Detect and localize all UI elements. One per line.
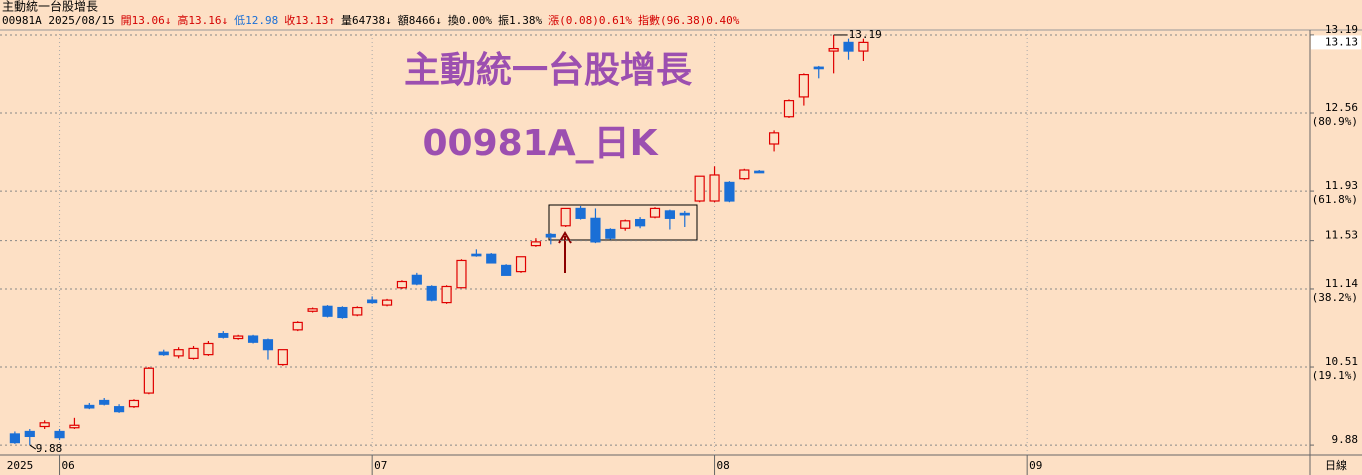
- ratio-label: (61.8%): [1312, 193, 1358, 206]
- candle-body: [218, 332, 229, 338]
- candle-body: [635, 218, 646, 227]
- candle-body: [143, 367, 154, 394]
- arrow-head: [558, 231, 572, 244]
- candle-body: [620, 220, 631, 229]
- candle-body: [441, 285, 452, 304]
- info-item: 換0.00%: [448, 14, 492, 27]
- candle-body: [828, 47, 839, 52]
- candle-body: [709, 174, 720, 202]
- last-price-tag: [1311, 35, 1361, 50]
- candle-body: [858, 41, 869, 52]
- ratio-label: (80.9%): [1312, 115, 1358, 128]
- candle-body: [575, 207, 586, 219]
- candle-body: [69, 424, 80, 429]
- candle-body: [813, 66, 824, 70]
- candle-body: [188, 347, 199, 359]
- candle-body: [337, 306, 348, 319]
- candle-body: [233, 335, 244, 340]
- candle-body: [262, 339, 274, 351]
- period-label: 日線: [1325, 458, 1347, 472]
- candle-body: [649, 207, 661, 218]
- candle-body: [768, 132, 780, 145]
- candle-body: [84, 404, 95, 409]
- candle-body: [590, 217, 601, 243]
- x-tick-label: 09: [1029, 459, 1042, 472]
- last-price-label: 13.13: [1325, 35, 1358, 48]
- info-item: 00981A 2025/08/15: [2, 14, 115, 27]
- info-item: 漲(0.08)0.61%: [548, 14, 632, 27]
- candle-body: [471, 253, 482, 257]
- y-tick-label: 12.56: [1325, 101, 1358, 114]
- overlay-subtitle: 00981A_日K: [422, 123, 658, 164]
- candle-body: [560, 207, 571, 227]
- candle-body: [501, 264, 512, 276]
- candle-body: [128, 399, 140, 408]
- info-item: 開13.06↓: [121, 14, 172, 27]
- candle-body: [352, 306, 363, 316]
- overlay-title: 主動統一台股增長: [404, 50, 693, 91]
- candle-body: [173, 349, 184, 357]
- y-tick-label: 11.93: [1325, 179, 1358, 192]
- candle-body: [530, 241, 542, 247]
- y-tick-label: 11.14: [1325, 277, 1358, 290]
- candle-body: [277, 349, 288, 366]
- candle-body: [843, 41, 854, 52]
- candle-body: [203, 342, 214, 356]
- x-tick-label: 08: [717, 459, 730, 472]
- candle-body: [9, 433, 20, 444]
- candle-body: [292, 321, 303, 331]
- x-tick-label: 07: [374, 459, 387, 472]
- candle-body: [396, 280, 408, 289]
- info-item: 收13.13↑: [284, 13, 335, 27]
- info-item: 低12.98: [234, 14, 278, 27]
- candle-body: [307, 308, 318, 312]
- ratio-label: (19.1%): [1312, 369, 1358, 382]
- info-item: 振1.38%: [498, 13, 542, 27]
- candle-body: [486, 253, 497, 264]
- candle-body: [545, 233, 556, 238]
- candle-body: [113, 406, 125, 413]
- low-leader: [29, 444, 37, 450]
- candle-body: [724, 181, 735, 202]
- ratio-label: (38.2%): [1312, 291, 1358, 304]
- candle-body: [247, 335, 259, 343]
- y-tick-label: 10.51: [1325, 355, 1358, 368]
- y-tick-label: 9.88: [1332, 433, 1359, 446]
- info-item: 量64738↓: [341, 14, 392, 27]
- candle-body: [99, 399, 110, 405]
- candle-body: [456, 259, 467, 289]
- year-label: 2025: [7, 459, 34, 472]
- chart-title: 主動統一台股增長: [2, 0, 98, 14]
- candle-body: [158, 351, 169, 356]
- high-label: 13.19: [849, 28, 882, 41]
- candle-body: [426, 285, 437, 301]
- low-label: 9.88: [36, 442, 63, 455]
- candle-body: [367, 299, 378, 304]
- x-tick-label: 06: [62, 459, 75, 472]
- candle-body: [322, 305, 333, 317]
- candle-body: [664, 210, 675, 219]
- candle-body: [783, 100, 795, 118]
- candle-body: [515, 256, 527, 273]
- candle-body: [694, 175, 705, 202]
- candle-body: [798, 74, 809, 98]
- candle-body: [381, 299, 393, 306]
- info-item: 指數(96.38)0.40%: [638, 13, 740, 27]
- candle-body: [605, 228, 616, 239]
- info-item: 高13.16↓: [177, 13, 228, 27]
- candle-body: [24, 430, 35, 438]
- candle-body: [739, 169, 750, 180]
- candle-body: [54, 430, 65, 439]
- candle-body: [411, 274, 422, 285]
- candle-body: [754, 170, 765, 174]
- highlight-box: [548, 204, 698, 241]
- candle-body: [679, 212, 690, 216]
- y-tick-label: 11.53: [1325, 229, 1358, 242]
- candle-body: [39, 422, 50, 428]
- info-item: 額8466↓: [398, 14, 442, 27]
- y-tick-label: 13.19: [1325, 23, 1358, 36]
